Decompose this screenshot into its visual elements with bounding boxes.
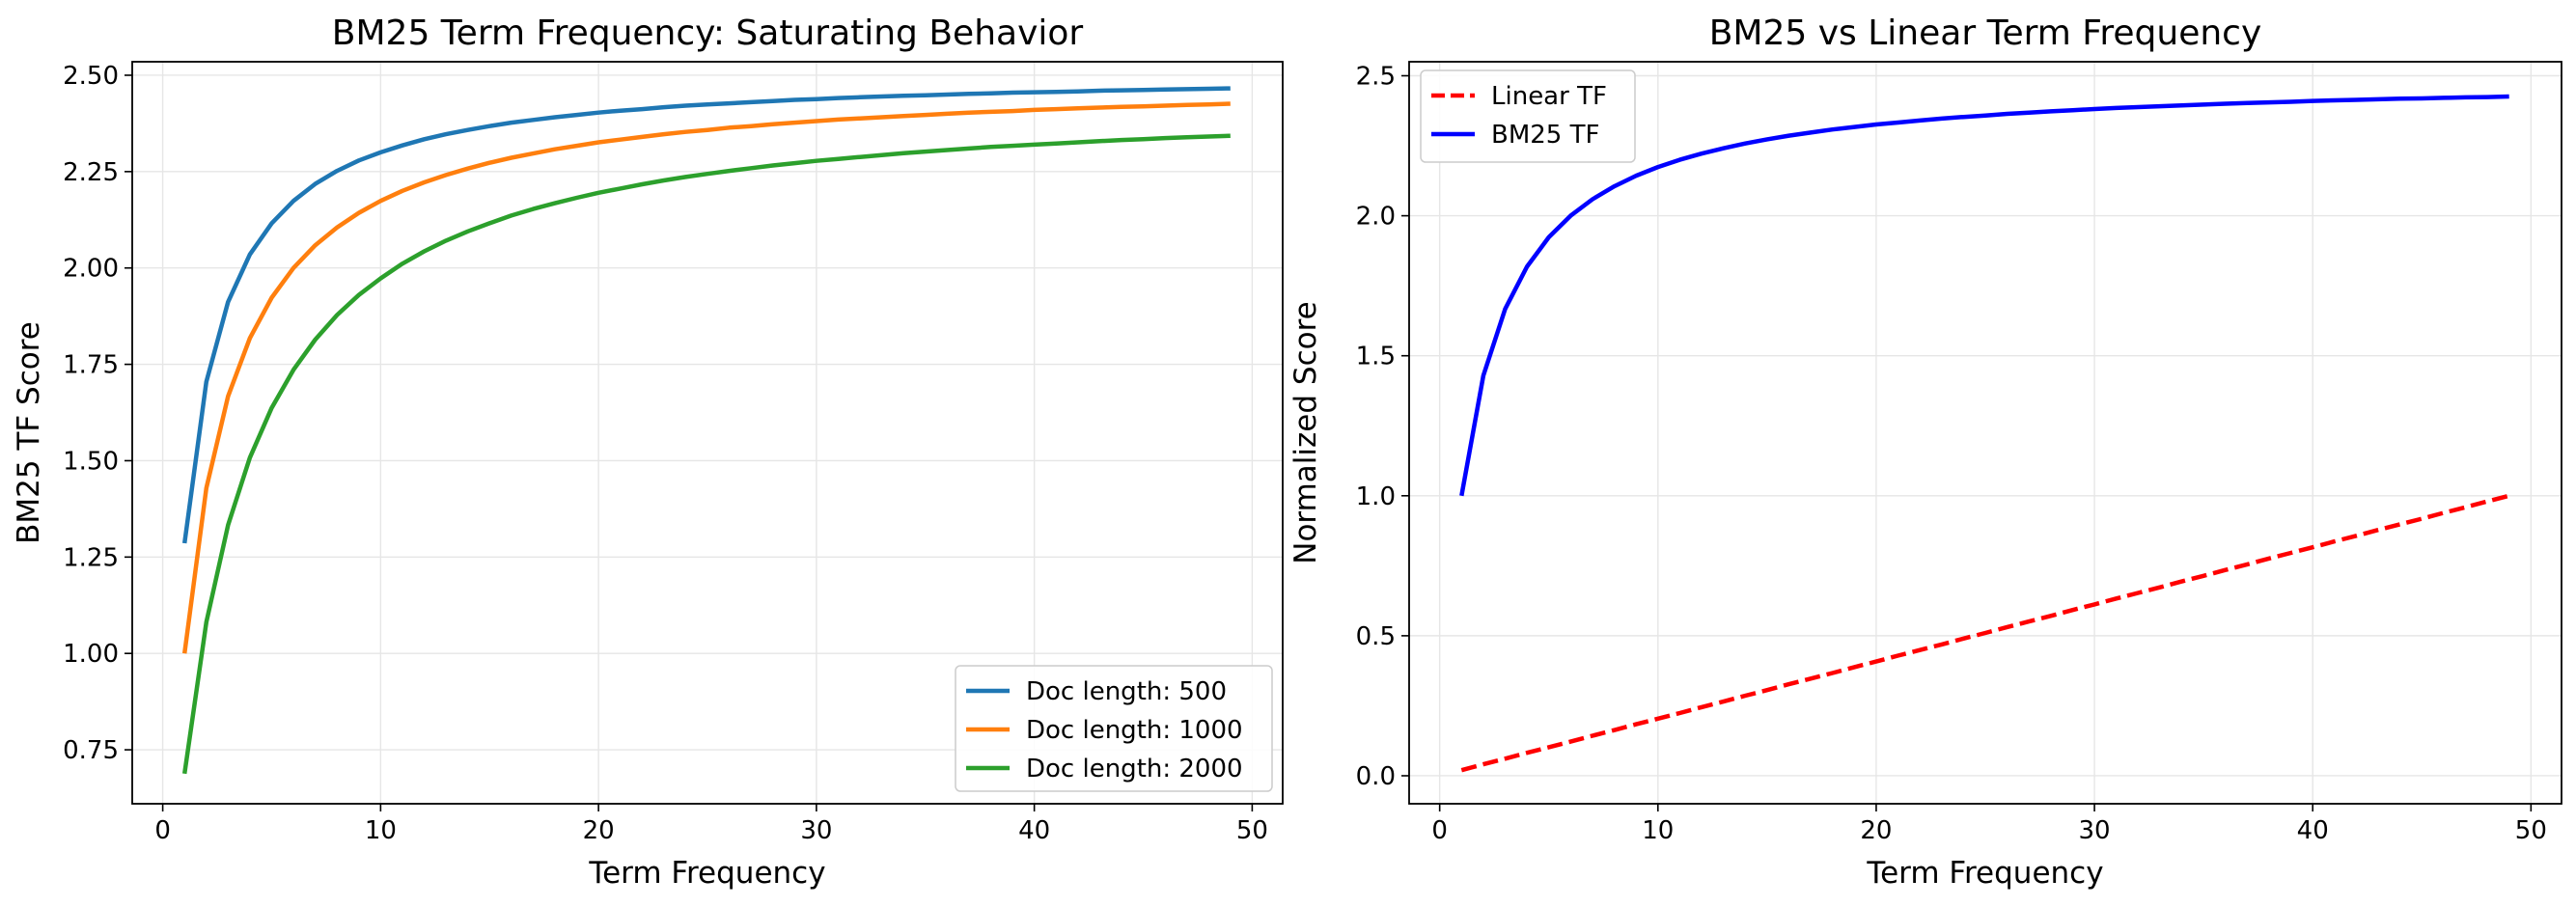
x-tick-label: 30: [2079, 816, 2111, 845]
y-tick-label: 2.25: [63, 158, 119, 187]
x-tick-label: 20: [583, 816, 615, 845]
y-tick-label: 1.0: [1356, 482, 1396, 511]
legend-label: Doc length: 2000: [1026, 755, 1243, 783]
legend-label: BM25 TF: [1491, 121, 1599, 150]
y-axis-label: BM25 TF Score: [12, 321, 46, 544]
chart-title: BM25 vs Linear Term Frequency: [1709, 14, 2262, 53]
y-tick-label: 1.25: [63, 543, 119, 572]
y-tick-label: 2.5: [1356, 63, 1396, 92]
series-line-2: [1459, 94, 2509, 497]
series-line-3: [181, 133, 1231, 775]
x-tick-label: 10: [365, 816, 397, 845]
y-tick-label: 1.75: [63, 351, 119, 380]
x-tick-label: 20: [1860, 816, 1892, 845]
x-tick-label: 50: [2515, 816, 2547, 845]
legend-label: Doc length: 1000: [1026, 716, 1243, 745]
legend: Doc length: 500 Doc length: 1000 Doc lengt…: [955, 665, 1273, 792]
x-tick-label: 50: [1236, 816, 1268, 845]
axes-frame: [131, 61, 1284, 805]
x-tick-label: 30: [800, 816, 832, 845]
chart-panel-2: 0 10 20 30 40 50 0.0 0.5 1.0 1.5 2.0 2.5 BM25 vs Lin…: [1288, 14, 2562, 891]
x-tick-label: 0: [1431, 816, 1448, 845]
y-tick-label: 2.0: [1356, 203, 1396, 232]
legend-label: Linear TF: [1491, 82, 1607, 111]
legend-label: Doc length: 500: [1026, 677, 1227, 706]
y-tick-label: 0.75: [63, 736, 119, 765]
y-tick-label: 1.50: [63, 447, 119, 476]
y-tick-label: 1.00: [63, 640, 119, 669]
x-axis-label: Term Frequency: [588, 856, 825, 891]
x-tick-label: 0: [154, 816, 171, 845]
x-tick-label: 10: [1642, 816, 1674, 845]
y-tick-label: 2.00: [63, 255, 119, 284]
y-tick-label: 2.50: [63, 62, 119, 91]
series-line-1: [1460, 493, 2510, 773]
x-axis-label: Term Frequency: [1866, 856, 2103, 891]
series-line-1: [181, 86, 1231, 544]
y-tick-label: 0.0: [1356, 762, 1396, 791]
x-tick-label: 40: [1018, 816, 1050, 845]
y-tick-label: 1.5: [1356, 343, 1396, 371]
y-axis-label: Normalized Score: [1288, 301, 1323, 563]
chart-panel-1: 0 10 20 30 40 50 0.75 1.00 1.25 1.50 1.75 2.00 2.25 2…: [12, 14, 1284, 891]
chart-title: BM25 Term Frequency: Saturating Behavior: [332, 14, 1084, 53]
axes-frame: [1408, 61, 2562, 805]
y-tick-label: 0.5: [1356, 622, 1396, 651]
legend-box: [955, 665, 1273, 792]
legend: Linear TF BM25 TF: [1420, 69, 1636, 163]
series-line-2: [181, 101, 1231, 654]
x-tick-label: 40: [2297, 816, 2329, 845]
